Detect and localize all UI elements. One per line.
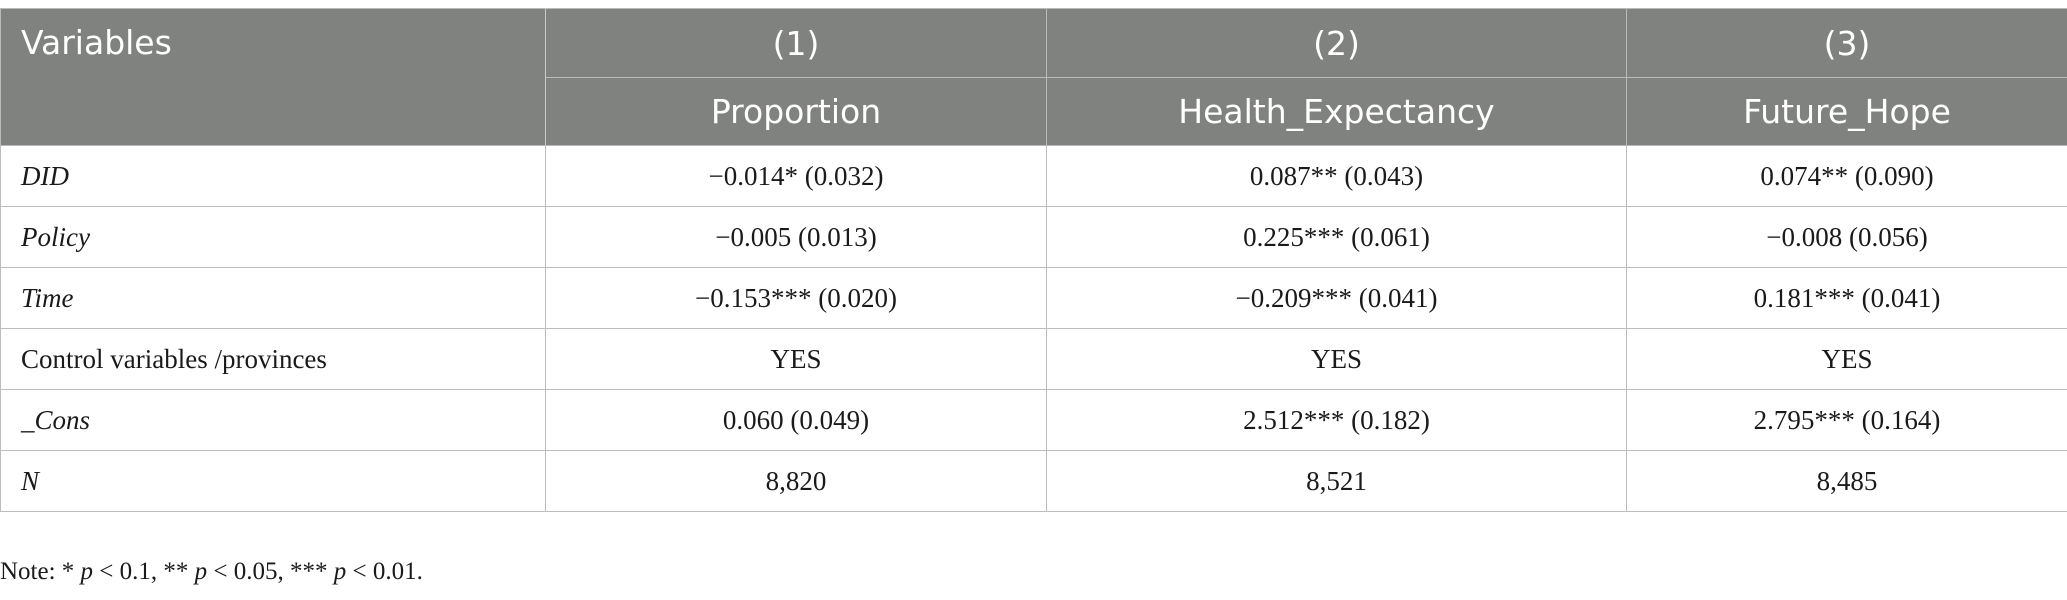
table-cell: 0.060 (0.049) [545, 389, 1047, 451]
table-row-cons: _Cons 0.060 (0.049) 2.512*** (0.182) 2.7… [0, 389, 2067, 451]
table-cell: −0.008 (0.056) [1626, 206, 2067, 268]
note-threshold-1: < 0.1, ** [93, 558, 195, 585]
table-row-controls: Control variables /provinces YES YES YES [0, 328, 2067, 390]
table-cell: YES [1046, 328, 1627, 390]
table-row-n: N 8,820 8,521 8,485 [0, 450, 2067, 512]
header-depvar-proportion: Proportion [545, 77, 1047, 146]
table-row-did: DID −0.014* (0.032) 0.087** (0.043) 0.07… [0, 145, 2067, 207]
note-p-symbol: p [333, 558, 347, 585]
table-cell: 0.225*** (0.061) [1046, 206, 1627, 268]
table-cell: YES [545, 328, 1047, 390]
header-depvar-future-hope: Future_Hope [1626, 77, 2067, 146]
table-cell: 2.795*** (0.164) [1626, 389, 2067, 451]
table-cell: 2.512*** (0.182) [1046, 389, 1627, 451]
table-cell: 8,820 [545, 450, 1047, 512]
table-cell: 0.074** (0.090) [1626, 145, 2067, 207]
note-threshold-3: < 0.01. [346, 558, 423, 585]
table-cell: −0.014* (0.032) [545, 145, 1047, 207]
regression-table: Variables (1) (2) (3) Proportion Health_… [0, 8, 2067, 512]
table-cell: −0.005 (0.013) [545, 206, 1047, 268]
table-cell: 0.087** (0.043) [1046, 145, 1627, 207]
note-p-symbol: p [80, 558, 94, 585]
row-label: Time [0, 267, 546, 329]
note-threshold-2: < 0.05, *** [207, 558, 334, 585]
row-label: N [0, 450, 546, 512]
table-cell: −0.209*** (0.041) [1046, 267, 1627, 329]
note-prefix: Note: * [0, 558, 81, 585]
table-cell: −0.153*** (0.020) [545, 267, 1047, 329]
table-cell: 8,521 [1046, 450, 1627, 512]
row-label: _Cons [0, 389, 546, 451]
header-model-1: (1) [545, 8, 1047, 78]
note-p-symbol: p [194, 558, 208, 585]
header-depvar-health-expectancy: Health_Expectancy [1046, 77, 1627, 146]
header-model-3: (3) [1626, 8, 2067, 78]
header-variables: Variables [0, 8, 546, 146]
table-cell: 0.181*** (0.041) [1626, 267, 2067, 329]
table-cell: 8,485 [1626, 450, 2067, 512]
table-note: Note: * p < 0.1, ** p < 0.05, *** p < 0.… [0, 558, 423, 586]
table-cell: YES [1626, 328, 2067, 390]
header-model-2: (2) [1046, 8, 1627, 78]
table-row-policy: Policy −0.005 (0.013) 0.225*** (0.061) −… [0, 206, 2067, 268]
row-label: Policy [0, 206, 546, 268]
row-label: DID [0, 145, 546, 207]
table-row-time: Time −0.153*** (0.020) −0.209*** (0.041)… [0, 267, 2067, 329]
row-label: Control variables /provinces [0, 328, 546, 390]
